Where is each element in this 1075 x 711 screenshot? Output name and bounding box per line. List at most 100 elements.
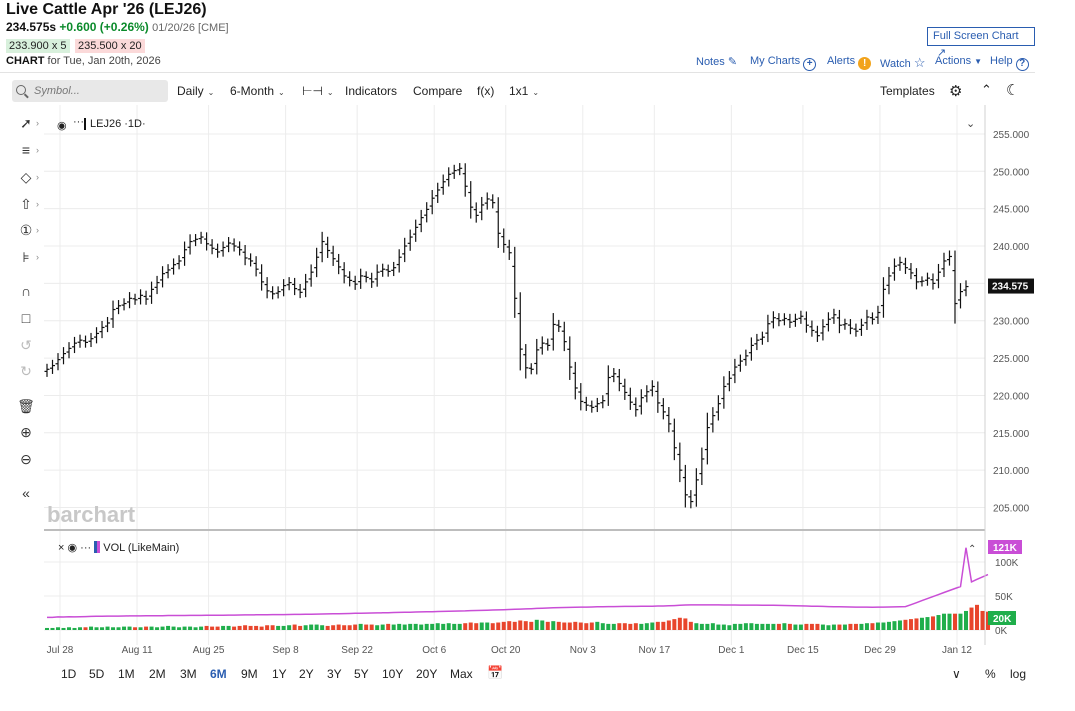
help-link[interactable]: Help ? (990, 55, 1029, 71)
watch-link[interactable]: Watch ☆ (880, 55, 925, 71)
more-icon[interactable]: ··· (80, 542, 92, 554)
function-button[interactable]: f(x) (477, 84, 495, 98)
volume-bar (50, 627, 55, 630)
price-bar (627, 387, 633, 410)
volume-bar (975, 604, 980, 630)
range-9m[interactable]: 9M (241, 667, 258, 681)
volume-bar (820, 624, 825, 630)
price-bar (468, 181, 474, 219)
volume-bar (276, 625, 281, 630)
shape-tool-icon[interactable]: ◇ › (20, 169, 39, 185)
price-bar (116, 300, 122, 315)
range-5y[interactable]: 5Y (354, 667, 369, 681)
bar-type-dropdown[interactable]: ⊢⊣ ⌄ (302, 84, 334, 98)
price-tick: 250.000 (993, 167, 1030, 178)
fib-tool-icon[interactable]: ≡ › (21, 142, 39, 158)
volume-bar (424, 623, 429, 630)
symbol-search-input[interactable]: Symbol... (12, 80, 168, 102)
range-10y[interactable]: 10Y (382, 667, 404, 681)
range-1d[interactable]: 1D (61, 667, 77, 681)
measure-tool-icon[interactable]: ⊧ › (22, 249, 39, 265)
pane-collapse-icon[interactable]: ⌄ (966, 118, 975, 130)
close-icon[interactable]: × (58, 542, 65, 554)
range-5d[interactable]: 5D (89, 667, 105, 681)
arrow-tool-icon[interactable]: ⇧ › (20, 196, 39, 212)
layout-dropdown[interactable]: 1x1 ⌄ (509, 84, 539, 98)
quote-meta: 01/20/26 [CME] (152, 22, 229, 34)
range-20y[interactable]: 20Y (416, 667, 438, 681)
volume-bar (551, 621, 556, 630)
magnet-icon[interactable]: ∩ (20, 283, 32, 299)
price-bar (138, 289, 144, 305)
range-3y[interactable]: 3Y (327, 667, 342, 681)
indicators-button[interactable]: Indicators (345, 84, 398, 98)
redo-icon[interactable]: ↻ (20, 363, 32, 379)
zoom-in-icon[interactable]: ⊕ (20, 424, 32, 440)
price-bar (847, 319, 853, 335)
price-bar (798, 310, 804, 324)
gear-icon[interactable]: ⚙ (949, 83, 963, 100)
volume-pane-label[interactable]: × ◉ ··· VOL (LikeMain) (58, 541, 179, 554)
price-bar (567, 336, 573, 380)
volume-bar (281, 625, 286, 630)
range-max[interactable]: Max (450, 667, 473, 681)
log-toggle[interactable]: log (1010, 667, 1027, 681)
volume-bar (155, 627, 160, 630)
line-tool-icon[interactable]: ➚ › (20, 115, 39, 131)
actions-menu[interactable]: Actions ▼ (935, 55, 982, 67)
collapse-sidebar-icon[interactable]: « (22, 485, 30, 501)
range-1m[interactable]: 1M (118, 667, 135, 681)
chart-area[interactable]: 255.000250.000245.000240.000235.000230.0… (0, 105, 1035, 660)
more-icon[interactable]: ··· (73, 116, 84, 128)
range-2y[interactable]: 2Y (299, 667, 314, 681)
eye-icon[interactable]: ◉ (67, 542, 78, 554)
range-6m[interactable]: 6M (210, 667, 227, 681)
range-2m[interactable]: 2M (149, 667, 166, 681)
price-bar (682, 464, 688, 508)
volume-bar (116, 627, 121, 630)
calendar-icon[interactable]: 📅 (487, 665, 504, 680)
volume-bar (419, 624, 424, 630)
volume-bar (72, 627, 77, 630)
notes-link[interactable]: Notes ✎ (696, 55, 737, 68)
volume-bar (903, 619, 908, 630)
trash-icon[interactable]: 🗑 (17, 398, 35, 414)
price-bar (226, 237, 232, 253)
period-dropdown[interactable]: 6-Month ⌄ (230, 84, 285, 98)
my-charts-link[interactable]: My Charts + (750, 55, 817, 71)
volume-bar (881, 622, 886, 630)
volume-bar (567, 622, 572, 630)
drawing-toolbar: ➚ › ≡ › ◇ › ⇧ › ① › ⊧ › ∩ □ ↺ ↻ 🗑 ⊕ ⊖ « (0, 110, 44, 530)
templates-button[interactable]: Templates (880, 84, 935, 98)
full-screen-label: Full Screen Chart (933, 30, 1019, 42)
zoom-out-icon[interactable]: ⊖ (20, 451, 32, 467)
full-screen-chart-button[interactable]: Full Screen Chart ↗ (927, 27, 1035, 59)
compare-button[interactable]: Compare (413, 84, 463, 98)
volume-bar (391, 624, 396, 630)
annotation-tool-icon[interactable]: ① › (19, 222, 39, 238)
interval-dropdown[interactable]: Daily ⌄ (177, 84, 214, 98)
unlock-icon[interactable]: □ (21, 310, 31, 326)
percent-toggle[interactable]: % (985, 667, 996, 681)
alerts-link[interactable]: Alerts ! (827, 55, 872, 70)
price-bar (336, 253, 342, 275)
volume-bar (94, 627, 99, 630)
eye-icon[interactable]: ◉ (57, 120, 67, 132)
range-1y[interactable]: 1Y (272, 667, 287, 681)
price-pane-label[interactable]: ◉ ··· LEJ26 ·1D· (57, 116, 146, 132)
dark-mode-icon[interactable]: ☾ (1006, 82, 1020, 99)
volume-bar (358, 623, 363, 630)
undo-icon[interactable]: ↺ (20, 337, 32, 353)
vol-pane-collapse-icon[interactable]: ⌃ (968, 544, 976, 555)
double-chevron-down-icon[interactable]: ∨ (952, 667, 961, 681)
price-bar (325, 236, 331, 258)
price-bar (913, 268, 919, 290)
range-3m[interactable]: 3M (180, 667, 197, 681)
star-icon: ☆ (913, 55, 926, 70)
price-bar (528, 363, 534, 375)
volume-bar (584, 623, 589, 630)
volume-bar (83, 627, 88, 630)
price-tick: 225.000 (993, 354, 1030, 365)
price-bar (693, 468, 699, 507)
collapse-up-icon[interactable]: ⌃ (981, 82, 992, 97)
